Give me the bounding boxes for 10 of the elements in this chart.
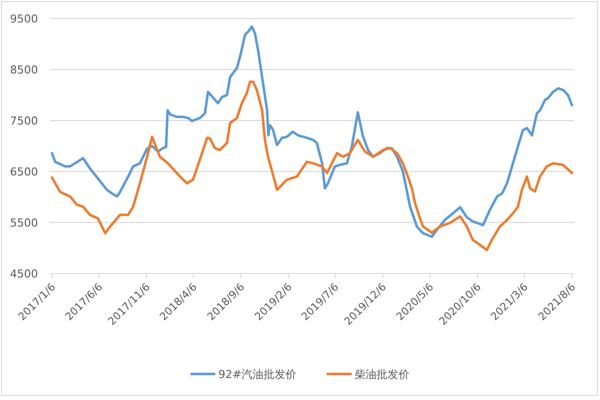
line-series: [50, 80, 574, 252]
y-tick-label: 8500: [10, 64, 38, 76]
y-tick-label: 9500: [10, 12, 38, 26]
line-series: [50, 25, 574, 238]
y-tick-label: 6500: [10, 166, 38, 178]
y-tick-label: 4500: [10, 268, 38, 280]
legend-label: 柴油批发价: [354, 368, 410, 381]
legend-label: 92#汽油批发价: [218, 368, 297, 381]
y-tick-label: 7500: [10, 114, 38, 128]
y-tick-label: 5500: [10, 216, 38, 230]
